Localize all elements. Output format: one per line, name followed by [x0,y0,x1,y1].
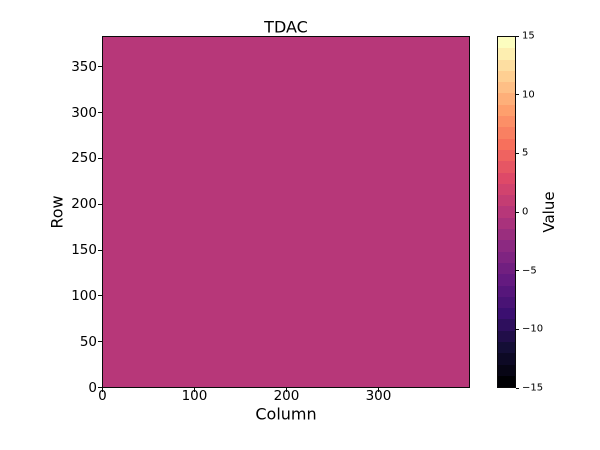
colorbar-label: Value [540,191,558,233]
colorbar-segment [498,217,515,230]
y-tick-label: 0 [88,379,97,396]
colorbar-tick-label: 5 [522,147,529,159]
x-axis-label: Column [255,404,317,424]
colorbar-tick-mark [516,387,519,389]
colorbar-tick-mark [516,94,519,96]
colorbar-segment [498,59,515,71]
colorbar [497,36,516,388]
colorbar-segment [498,330,515,343]
colorbar-segment [498,353,515,365]
colorbar-tick-mark [516,35,519,37]
colorbar-segment [498,116,515,128]
colorbar-tick-label: −10 [522,323,544,335]
colorbar-tick-mark [516,211,519,213]
y-tick-label: 150 [71,242,97,259]
colorbar-segment [498,149,515,162]
y-tick-mark [98,387,102,389]
y-tick-label: 200 [71,196,97,213]
colorbar-segment [498,93,515,105]
x-tick-label: 100 [181,388,208,404]
colorbar-tick-mark [516,152,519,154]
colorbar-tick-mark [516,270,519,272]
y-tick-label: 250 [71,150,97,167]
colorbar-segment [498,183,515,196]
colorbar-segment [498,127,515,139]
chart-title: TDAC [264,17,308,37]
y-tick-mark [98,66,102,68]
colorbar-tick-label: 15 [522,30,535,42]
colorbar-segment [498,375,515,388]
x-tick-label: 300 [365,388,392,404]
colorbar-tick-label: 0 [522,206,529,218]
colorbar-segment [498,70,515,83]
y-tick-mark [98,203,102,205]
colorbar-segment [498,138,515,150]
heatmap-plot-area [102,36,470,388]
y-tick-label: 100 [71,287,97,304]
colorbar-segment [498,161,515,173]
colorbar-segment [498,296,515,309]
colorbar-tick-label: −15 [522,382,544,394]
colorbar-segment [498,82,515,94]
colorbar-segment [498,240,515,252]
colorbar-segment [498,251,515,263]
colorbar-segment [498,262,515,275]
x-tick-mark [377,388,379,392]
x-tick-mark [193,388,195,392]
y-tick-mark [98,112,102,114]
colorbar-segment [498,342,515,354]
colorbar-segment [498,206,515,218]
colorbar-segment [498,37,515,49]
y-tick-mark [98,249,102,251]
x-tick-label: 0 [98,388,107,404]
x-tick-mark [285,388,287,392]
colorbar-segment [498,364,515,376]
colorbar-tick-label: 10 [522,89,535,101]
colorbar-segment [498,319,515,331]
colorbar-segment [498,229,515,241]
y-tick-mark [98,295,102,297]
x-tick-label: 200 [273,388,300,404]
colorbar-segment [498,48,515,60]
colorbar-segment [498,308,515,320]
colorbar-segment [498,274,515,286]
y-tick-mark [98,341,102,343]
y-tick-mark [98,157,102,159]
x-tick-mark [101,388,103,392]
colorbar-tick-mark [516,328,519,330]
colorbar-segment [498,285,515,297]
colorbar-segment [498,195,515,207]
colorbar-segment [498,172,515,184]
y-tick-label: 300 [71,104,97,121]
colorbar-segment [498,104,515,117]
colorbar-tick-label: −5 [522,265,537,277]
y-tick-label: 50 [79,333,97,350]
y-tick-label: 350 [71,58,97,75]
